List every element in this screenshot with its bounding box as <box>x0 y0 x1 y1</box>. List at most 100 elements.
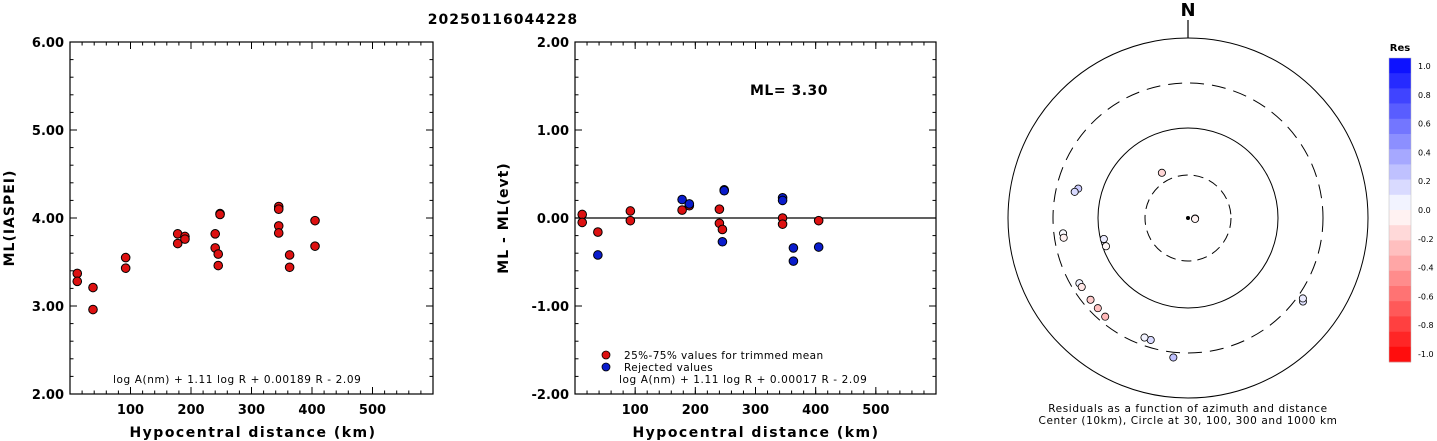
colorbar-cell <box>1389 225 1411 241</box>
colorbar-ticks: 1.0 0.8 0.6 0.4 0.2 0.0 -0.2 -0.4 -0.6 -0.8 -1.0 <box>1418 62 1434 359</box>
magnitude-point <box>215 209 225 220</box>
polar-residual-point <box>1077 283 1086 292</box>
colorbar-tick-label: 0.0 <box>1418 206 1431 215</box>
colorbar-cell <box>1389 240 1411 256</box>
colorbar: Res 1.0 0.8 0.6 0.4 0.2 0.0 -0.2 -0.4 -0.6 -0.8 -1… <box>1388 43 1434 363</box>
polar-residual-point <box>1157 168 1166 177</box>
left-y-tick-label: 4.00 <box>32 212 64 227</box>
left-y-tick-label: 3.00 <box>32 300 64 315</box>
magnitude-point <box>273 228 284 238</box>
figure-title: 20250116044228 <box>428 12 578 28</box>
left-x-tick-label: 200 <box>177 403 204 418</box>
middle-points <box>577 185 824 266</box>
legend-rejected-label: Rejected values <box>624 362 713 374</box>
colorbar-tick-label: -0.2 <box>1418 235 1434 244</box>
colorbar-cell <box>1389 149 1411 165</box>
left-plot-frame <box>69 41 434 395</box>
left-x-tick-label: 500 <box>359 403 386 418</box>
polar-residual-point <box>1140 333 1149 342</box>
rejected-residual-point <box>684 199 695 209</box>
middle-y-tick-label: 1.00 <box>537 124 569 139</box>
left-y-tick-label: 5.00 <box>32 124 64 139</box>
trimmed-residual-point <box>593 227 603 237</box>
middle-y-tick-label: -2.00 <box>532 388 569 403</box>
trimmed-residual-point <box>813 215 824 226</box>
left-y-axis-label: ML(IASPEI) <box>2 170 18 267</box>
middle-y-tick-label: 0.00 <box>537 212 569 227</box>
rejected-residual-point <box>717 236 728 247</box>
center-dot <box>1186 216 1190 220</box>
magnitude-point <box>213 260 224 271</box>
colorbar-cell <box>1389 331 1411 348</box>
rejected-residual-point <box>719 185 730 196</box>
colorbar-tick-label: -0.4 <box>1418 264 1434 273</box>
trimmed-residual-point <box>714 204 725 214</box>
polar-residual-point <box>1093 304 1102 313</box>
left-formula: log A(nm) + 1.11 log R + 0.00189 R - 2.0… <box>113 374 361 386</box>
middle-x-ticks: 100 200 300 400 500 <box>574 42 937 418</box>
colorbar-cell <box>1389 346 1411 363</box>
magnitude-point <box>120 263 131 273</box>
magnitude-point <box>310 215 320 226</box>
polar-points <box>1059 168 1307 362</box>
colorbar-tick-label: -1.0 <box>1418 350 1434 359</box>
left-points <box>72 201 320 315</box>
trimmed-residual-point <box>717 224 728 235</box>
rejected-residual-point <box>677 194 687 205</box>
magnitude-point <box>180 234 190 244</box>
rejected-residual-point <box>593 250 603 260</box>
colorbar-cell <box>1389 103 1411 120</box>
middle-x-tick-label: 500 <box>862 403 889 418</box>
magnitude-point <box>120 252 131 263</box>
colorbar-cell <box>1389 301 1411 317</box>
colorbar-frame <box>1388 57 1412 363</box>
polar-residual-point <box>1298 294 1307 303</box>
polar-residual-point <box>1059 233 1068 242</box>
polar-residual-point <box>1191 214 1200 223</box>
colorbar-cell <box>1389 118 1411 135</box>
ml-label: ML= 3.30 <box>750 83 828 99</box>
magnitude-point <box>284 262 295 273</box>
left-y-tick-label: 6.00 <box>32 36 64 51</box>
polar-residual-point <box>1086 295 1095 304</box>
colorbar-cell <box>1389 134 1411 150</box>
trimmed-residual-point <box>625 215 636 226</box>
colorbar-cell <box>1389 210 1411 226</box>
magnitude-point <box>88 282 98 293</box>
magnitude-point <box>72 268 83 279</box>
colorbar-cell <box>1389 286 1411 302</box>
left-x-tick-label: 300 <box>238 403 265 418</box>
middle-y-tick-label: 2.00 <box>537 36 569 51</box>
ring-30km <box>1144 174 1232 262</box>
colorbar-title: Res <box>1390 43 1410 54</box>
middle-y-ticks: -2.00 -1.00 0.00 1.00 2.00 <box>532 36 936 403</box>
colorbar-cell <box>1389 270 1411 287</box>
polar-residual-point <box>1101 312 1110 321</box>
magnitude-point <box>72 276 83 287</box>
colorbar-cells <box>1388 57 1412 363</box>
colorbar-tick-label: 0.4 <box>1418 148 1431 157</box>
legend-rejected-marker <box>601 362 611 372</box>
legend-trimmed-marker <box>601 350 611 360</box>
colorbar-cell <box>1389 73 1411 89</box>
polar-residual-point <box>1169 353 1178 362</box>
middle-chart: -2.00 -1.00 0.00 1.00 2.00 100 200 300 400 500 M… <box>496 36 937 441</box>
colorbar-cell <box>1389 194 1411 211</box>
polar-caption-line1: Residuals as a function of azimuth and d… <box>1048 403 1328 415</box>
magnitude-point <box>210 229 220 239</box>
north-label: N <box>1180 0 1195 21</box>
middle-x-tick-label: 300 <box>742 403 769 418</box>
colorbar-tick-label: 0.8 <box>1418 91 1431 100</box>
left-x-tick-label: 400 <box>298 403 325 418</box>
colorbar-tick-label: -0.8 <box>1418 321 1434 330</box>
rejected-residual-point <box>788 243 799 253</box>
middle-x-tick-label: 200 <box>682 403 709 418</box>
trimmed-residual-point <box>625 206 636 216</box>
colorbar-cell <box>1389 164 1411 180</box>
rejected-residual-point <box>777 195 788 206</box>
polar-caption-line2: Center (10km), Circle at 30, 100, 300 an… <box>1039 415 1338 427</box>
middle-x-tick-label: 100 <box>622 403 649 418</box>
polar-residual-point <box>1099 234 1108 243</box>
magnitude-point <box>273 204 284 214</box>
